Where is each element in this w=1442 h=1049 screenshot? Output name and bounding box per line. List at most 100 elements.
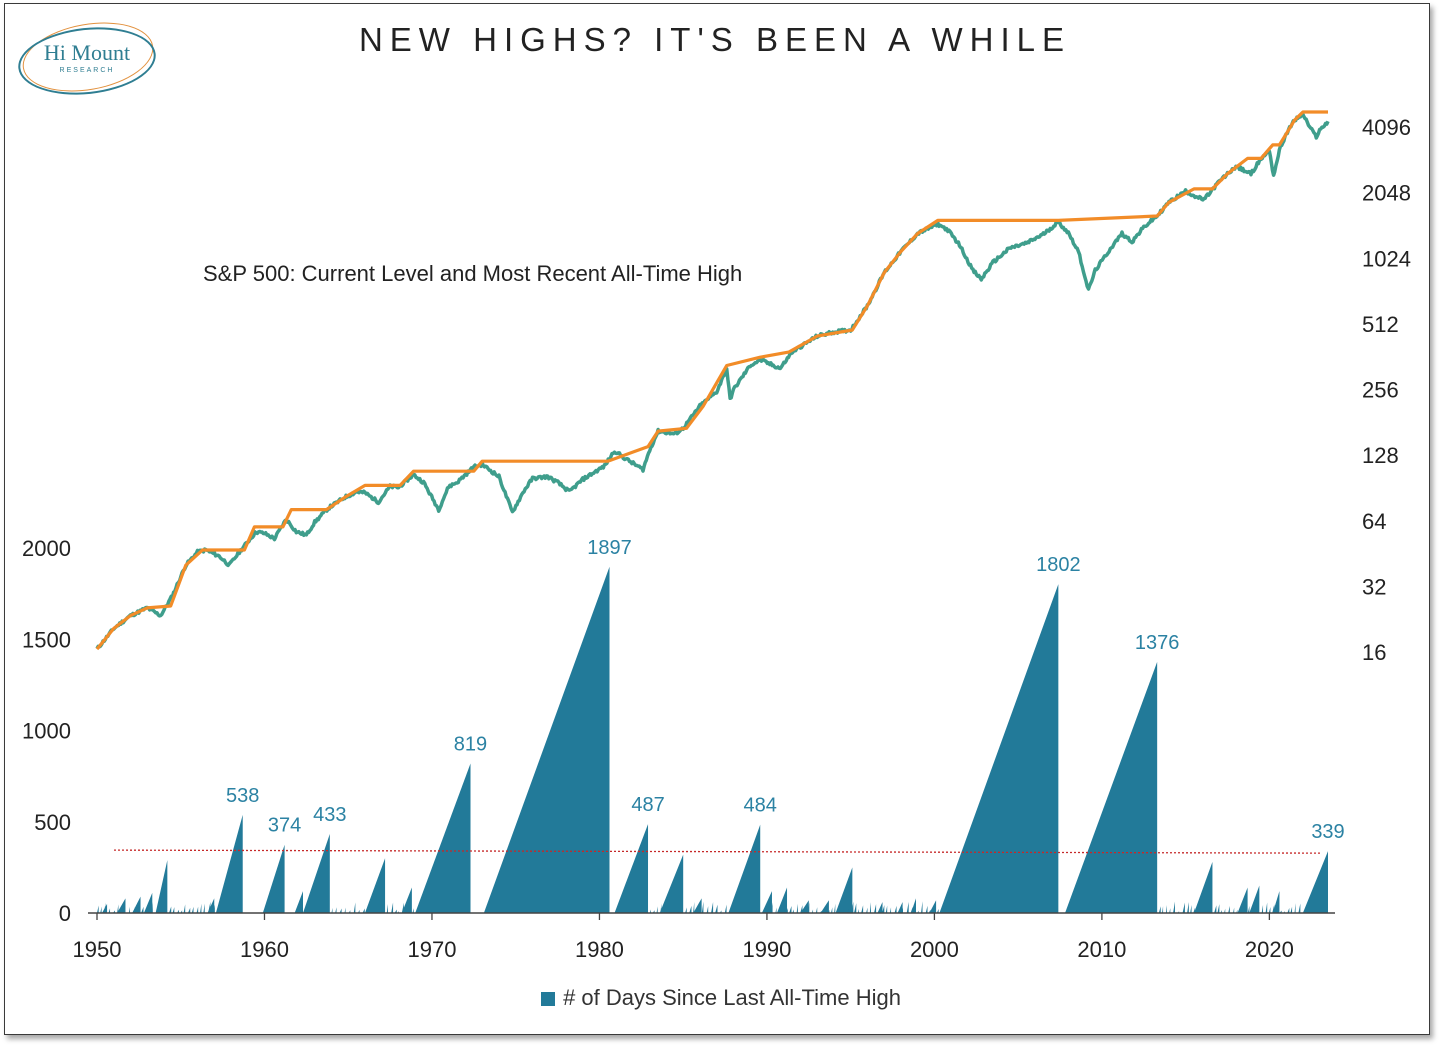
days-area-peak-33 [1302, 851, 1328, 913]
days-area-noise-68 [789, 906, 792, 913]
days-area-noise-59 [715, 904, 718, 913]
days-area-noise-130 [1265, 902, 1268, 913]
peak-label-374: 374 [268, 815, 301, 837]
days-area-noise-113 [1182, 902, 1185, 913]
sp500-series-label: S&P 500: Current Level and Most Recent A… [203, 261, 742, 286]
right-y-axis-ticks: 16 32 64 128 256 512 1024 2048 4096 [1362, 115, 1411, 665]
days-area-noise-121 [1228, 905, 1230, 913]
days-area-noise-126 [1247, 905, 1250, 913]
days-since-ath-area [97, 566, 1328, 913]
days-area-noise-137 [1290, 906, 1293, 913]
days-area-noise-90 [874, 904, 877, 913]
days-area-noise-128 [1257, 908, 1259, 913]
days-area-noise-71 [800, 905, 803, 913]
days-area-noise-98 [906, 901, 909, 913]
right-y-tick-2048: 2048 [1362, 181, 1411, 206]
days-area-noise-131 [1268, 906, 1271, 913]
peak-label-433: 433 [313, 804, 346, 826]
days-area-noise-110 [1169, 908, 1171, 913]
days-area-peak-24 [897, 902, 903, 913]
chart-title: NEW HIGHS? IT'S BEEN A WHILE [358, 21, 1072, 58]
days-area-noise-43 [649, 909, 651, 913]
left-y-axis-ticks: 0 500 1000 1500 2000 [22, 536, 71, 926]
days-area-peak-25 [910, 898, 916, 913]
x-tick-2000: 2000 [910, 937, 959, 962]
peak-label-538: 538 [226, 785, 259, 807]
days-area-noise-33 [357, 909, 360, 913]
days-area-noise-124 [1239, 907, 1242, 913]
days-area-noise-87 [861, 905, 864, 913]
days-area-noise-118 [1217, 904, 1220, 913]
days-area-noise-36 [391, 902, 394, 913]
days-area-noise-2 [104, 902, 106, 913]
days-area-noise-8 [128, 906, 130, 913]
sp500-level-line [95, 111, 1330, 650]
days-area-peak-17 [728, 824, 761, 913]
days-area-peak-11 [401, 887, 412, 913]
days-area-peak-27 [939, 584, 1059, 913]
x-tick-1950: 1950 [73, 937, 122, 962]
days-area-noise-108 [1162, 906, 1164, 913]
days-area-noise-138 [1294, 903, 1296, 913]
x-tick-2020: 2020 [1245, 937, 1294, 962]
days-area-noise-35 [386, 904, 388, 913]
days-area-noise-88 [866, 907, 868, 913]
days-area-noise-62 [766, 903, 769, 913]
days-area-noise-94 [889, 907, 892, 913]
days-area-noise-96 [898, 907, 901, 913]
days-area-noise-5 [117, 904, 119, 913]
days-area-noise-67 [786, 908, 788, 913]
days-area-noise-75 [815, 907, 818, 913]
days-area-noise-120 [1224, 908, 1226, 913]
days-area-peak-10 [364, 858, 386, 913]
right-y-tick-16: 16 [1362, 640, 1386, 665]
days-area-noise-102 [921, 901, 923, 913]
days-area-noise-74 [811, 909, 814, 913]
days-area-noise-42 [412, 908, 414, 913]
days-area-peak-4 [155, 860, 168, 913]
days-area-noise-83 [846, 908, 849, 913]
days-area-noise-47 [664, 907, 667, 913]
days-area-noise-63 [770, 902, 773, 913]
days-area-noise-7 [123, 901, 125, 913]
right-y-tick-32: 32 [1362, 574, 1386, 599]
logo-sub: RESEARCH [59, 67, 115, 74]
days-area-noise-10 [137, 908, 140, 913]
days-area-noise-82 [842, 908, 844, 913]
days-area-noise-115 [1190, 904, 1192, 913]
days-area-peak-1 [117, 898, 126, 913]
legend-label: # of Days Since Last All-Time High [563, 985, 901, 1010]
days-area-peak-12 [415, 763, 471, 913]
peak-label-1802: 1802 [1036, 554, 1081, 576]
days-area-noise-119 [1220, 909, 1222, 913]
days-area-noise-109 [1165, 904, 1167, 913]
right-y-tick-64: 64 [1362, 509, 1386, 534]
days-area-noise-80 [834, 903, 836, 913]
right-y-tick-4096: 4096 [1362, 115, 1411, 140]
logo-name: Hi Mount [43, 40, 131, 65]
days-area-noise-106 [936, 909, 939, 913]
days-area-noise-77 [823, 906, 826, 913]
left-y-tick-500: 500 [34, 810, 71, 835]
days-area-noise-48 [669, 904, 672, 913]
x-tick-1970: 1970 [407, 937, 456, 962]
days-area-noise-66 [782, 909, 785, 913]
days-area-peak-26 [929, 900, 937, 913]
days-area-noise-19 [183, 904, 186, 913]
days-area-noise-79 [831, 907, 833, 913]
days-area-noise-45 [656, 906, 658, 913]
days-area-noise-61 [724, 904, 727, 913]
days-area-noise-73 [807, 902, 810, 913]
days-area-peak-14 [614, 824, 649, 913]
days-area-noise-84 [851, 901, 854, 913]
days-area-noise-16 [172, 907, 175, 913]
days-area-noise-21 [191, 906, 194, 913]
sp500-lines [95, 110, 1330, 651]
days-area-noise-1 [100, 906, 102, 913]
days-area-noise-54 [693, 902, 695, 913]
days-area-noise-69 [792, 909, 794, 913]
days-area-noise-97 [901, 907, 904, 913]
days-area-noise-34 [362, 908, 365, 913]
days-area-noise-29 [339, 908, 342, 913]
